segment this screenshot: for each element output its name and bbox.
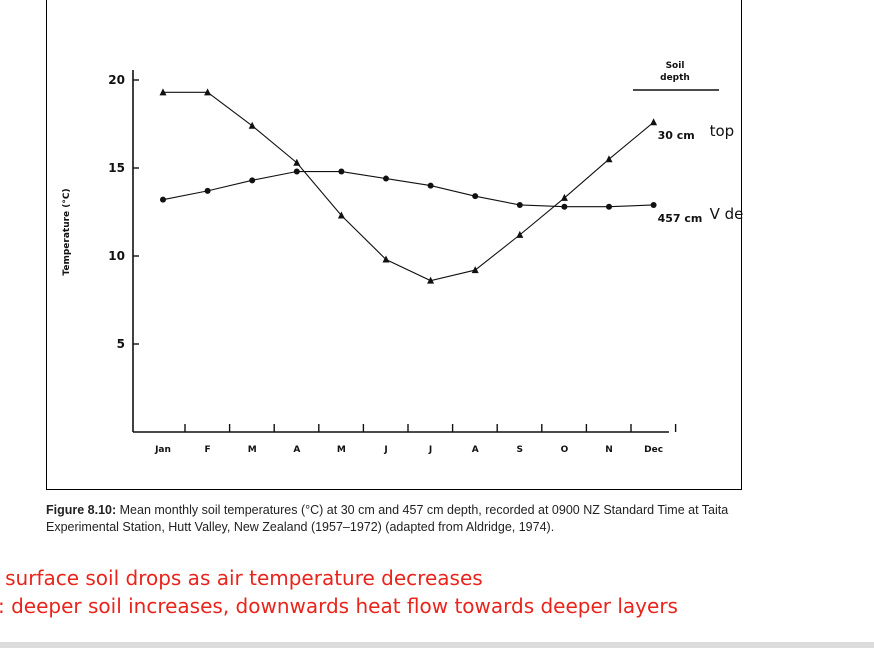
soil-temperature-chart: 5 10 15 20 Temperature (°C) Jan F M A M J J A S O N Dec 3… (62, 61, 743, 455)
series-point-triangle (471, 266, 479, 274)
note-deeper-soil: : deeper soil increases, downwards heat … (0, 594, 678, 618)
series-annotation: top (710, 122, 735, 140)
series-point-circle (650, 201, 657, 208)
series-point-circle (427, 182, 434, 189)
series-point-circle (160, 196, 166, 203)
series-point-circle (472, 193, 479, 200)
series-point-triangle (248, 121, 256, 129)
series-point-circle (383, 175, 389, 182)
series-point-triangle (159, 88, 167, 96)
series-point-triangle (293, 158, 301, 166)
bottom-bar (0, 642, 874, 648)
figure-caption: Figure 8.10: Mean monthly soil temperatu… (46, 502, 746, 536)
x-tick-label: J (428, 445, 432, 455)
series-annotation: V deep (710, 205, 743, 223)
series-line (162, 170, 654, 208)
series-point-triangle (382, 255, 390, 263)
y-tick-label: 20 (108, 73, 125, 87)
x-tick-label: N (605, 445, 613, 455)
legend-title-line1: Soil (666, 61, 685, 71)
x-tick-label: A (472, 445, 479, 455)
x-tick-label: O (561, 445, 569, 455)
series-point-triangle (337, 211, 345, 219)
x-tick-label: M (337, 445, 346, 455)
y-tick-label: 5 (117, 337, 125, 351)
y-axis-label: Temperature (°C) (62, 188, 72, 275)
x-tick-label: Dec (644, 445, 663, 455)
series-point-triangle (516, 230, 524, 238)
series-point-circle (249, 177, 256, 184)
series-point-triangle (650, 118, 658, 126)
legend-title-line2: depth (660, 73, 690, 83)
series-point-triangle (204, 88, 212, 96)
x-tick-label: J (383, 445, 387, 455)
y-tick-label: 15 (108, 161, 125, 175)
note-surface-soil: : surface soil drops as air temperature … (0, 566, 483, 590)
series-point-triangle (427, 276, 435, 284)
series-point-circle (338, 168, 345, 175)
x-tick-label: F (205, 445, 211, 455)
series-line (163, 91, 654, 282)
caption-text: Mean monthly soil temperatures (°C) at 3… (46, 503, 729, 534)
chart-frame: 5 10 15 20 Temperature (°C) Jan F M A M J J A S O N Dec 3… (46, 0, 743, 490)
series-point-circle (606, 203, 612, 210)
x-tick-label: A (293, 445, 300, 455)
x-tick-label: M (248, 445, 257, 455)
series-point-circle (204, 187, 211, 194)
caption-label: Figure 8.10: (46, 503, 117, 517)
series-point-circle (561, 203, 568, 210)
x-tick-label: S (517, 445, 523, 455)
series-point-circle (293, 168, 300, 175)
series-label: 30 cm (658, 129, 695, 142)
series-point-circle (516, 201, 523, 208)
series-label: 457 cm (658, 212, 703, 225)
x-tick-label: Jan (154, 445, 171, 455)
series-point-triangle (560, 193, 568, 201)
series-point-triangle (605, 155, 613, 163)
y-tick-label: 10 (108, 249, 125, 263)
